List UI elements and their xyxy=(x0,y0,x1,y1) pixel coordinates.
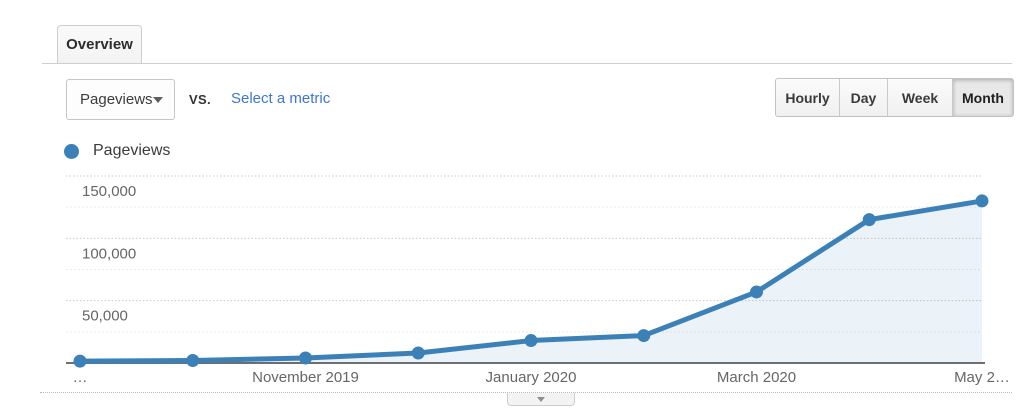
granularity-button-week[interactable]: Week xyxy=(888,79,953,116)
x-axis-tick-label: … xyxy=(73,369,88,386)
pageviews-chart[interactable]: 50,000 100,000 150,000 … November 2019 Januar… xyxy=(0,165,1024,392)
select-a-metric-link[interactable]: Select a metric xyxy=(231,90,331,107)
data-point[interactable] xyxy=(299,351,312,365)
metric-selector-value: Pageviews xyxy=(80,91,153,108)
y-axis-tick-label: 100,000 xyxy=(82,245,136,262)
granularity-button-group: Hourly Day Week Month xyxy=(775,78,1014,117)
chart-legend: Pageviews xyxy=(64,142,170,160)
x-axis-tick-label: March 2020 xyxy=(717,369,796,386)
data-point[interactable] xyxy=(186,354,200,368)
data-point[interactable] xyxy=(637,329,651,343)
y-axis-tick-label: 50,000 xyxy=(82,308,128,325)
caret-down-icon xyxy=(153,96,163,103)
legend-series-dot-icon xyxy=(64,143,79,159)
timeline-divider xyxy=(40,392,1012,393)
data-point[interactable] xyxy=(862,213,876,227)
x-axis-tick-label: May 2… xyxy=(954,369,1010,386)
legend-series-label: Pageviews xyxy=(93,142,171,159)
y-axis-tick-label: 150,000 xyxy=(82,183,136,200)
x-axis-tick-label: January 2020 xyxy=(486,369,577,386)
tab-overview[interactable]: Overview xyxy=(57,25,142,63)
data-point[interactable] xyxy=(750,285,763,299)
chevron-down-icon xyxy=(537,396,545,402)
x-axis-tick-label: November 2019 xyxy=(252,369,359,386)
timeline-collapse-button[interactable] xyxy=(507,393,575,406)
series-area-fill xyxy=(80,200,982,363)
tab-bar-divider xyxy=(42,63,1012,64)
data-point[interactable] xyxy=(975,194,989,208)
data-point[interactable] xyxy=(524,334,538,348)
metric-selector-dropdown[interactable]: Pageviews xyxy=(66,79,175,120)
granularity-button-day[interactable]: Day xyxy=(840,79,888,116)
vs-label: VS. xyxy=(189,92,211,107)
data-point[interactable] xyxy=(411,346,425,360)
granularity-button-hourly[interactable]: Hourly xyxy=(776,79,840,116)
data-point[interactable] xyxy=(73,354,87,368)
granularity-button-month[interactable]: Month xyxy=(953,79,1013,116)
